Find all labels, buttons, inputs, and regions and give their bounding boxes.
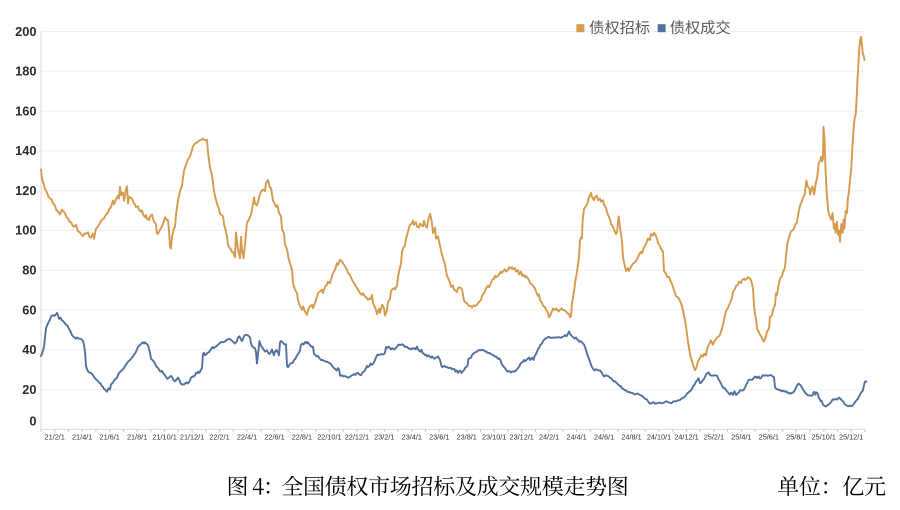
svg-text:24/12/1: 24/12/1 bbox=[674, 432, 698, 441]
svg-text:60: 60 bbox=[22, 302, 36, 317]
svg-text:23/12/1: 23/12/1 bbox=[510, 432, 534, 441]
svg-text:40: 40 bbox=[22, 342, 36, 357]
svg-text:24/10/1: 24/10/1 bbox=[647, 432, 671, 441]
svg-text:25/12/1: 25/12/1 bbox=[839, 432, 863, 441]
svg-text:22/8/1: 22/8/1 bbox=[292, 432, 312, 441]
svg-text:25/4/1: 25/4/1 bbox=[731, 432, 751, 441]
svg-text:120: 120 bbox=[15, 183, 36, 198]
svg-text:23/2/1: 23/2/1 bbox=[374, 432, 394, 441]
svg-text:23/10/1: 23/10/1 bbox=[482, 432, 506, 441]
svg-text:21/8/1: 21/8/1 bbox=[127, 432, 147, 441]
svg-text:80: 80 bbox=[22, 263, 36, 278]
svg-text:200: 200 bbox=[15, 24, 36, 39]
svg-text:25/10/1: 25/10/1 bbox=[812, 432, 836, 441]
svg-text:23/8/1: 23/8/1 bbox=[457, 432, 477, 441]
svg-text:21/12/1: 21/12/1 bbox=[180, 432, 204, 441]
svg-text:140: 140 bbox=[15, 143, 36, 158]
svg-text:24/4/1: 24/4/1 bbox=[566, 432, 586, 441]
svg-text:22/12/1: 22/12/1 bbox=[345, 432, 369, 441]
svg-text:25/6/1: 25/6/1 bbox=[759, 432, 779, 441]
svg-text:100: 100 bbox=[15, 223, 36, 238]
svg-text:24/2/1: 24/2/1 bbox=[539, 432, 559, 441]
svg-text:25/2/1: 25/2/1 bbox=[704, 432, 724, 441]
svg-text:24/6/1: 24/6/1 bbox=[594, 432, 614, 441]
svg-text:21/10/1: 21/10/1 bbox=[152, 432, 176, 441]
svg-text:160: 160 bbox=[15, 103, 36, 118]
svg-text:22/6/1: 22/6/1 bbox=[264, 432, 284, 441]
svg-text:22/4/1: 22/4/1 bbox=[237, 432, 257, 441]
svg-text:21/6/1: 21/6/1 bbox=[100, 432, 120, 441]
svg-text:0: 0 bbox=[29, 413, 36, 428]
svg-text:23/4/1: 23/4/1 bbox=[402, 432, 422, 441]
svg-text:180: 180 bbox=[15, 64, 36, 79]
svg-text:22/10/1: 22/10/1 bbox=[317, 432, 341, 441]
svg-text:21/2/1: 21/2/1 bbox=[45, 432, 65, 441]
svg-text:22/2/1: 22/2/1 bbox=[209, 432, 229, 441]
svg-text:25/8/1: 25/8/1 bbox=[786, 432, 806, 441]
svg-text:24/8/1: 24/8/1 bbox=[621, 432, 641, 441]
svg-text:20: 20 bbox=[22, 382, 36, 397]
svg-text:23/6/1: 23/6/1 bbox=[429, 432, 449, 441]
svg-text:21/4/1: 21/4/1 bbox=[72, 432, 92, 441]
